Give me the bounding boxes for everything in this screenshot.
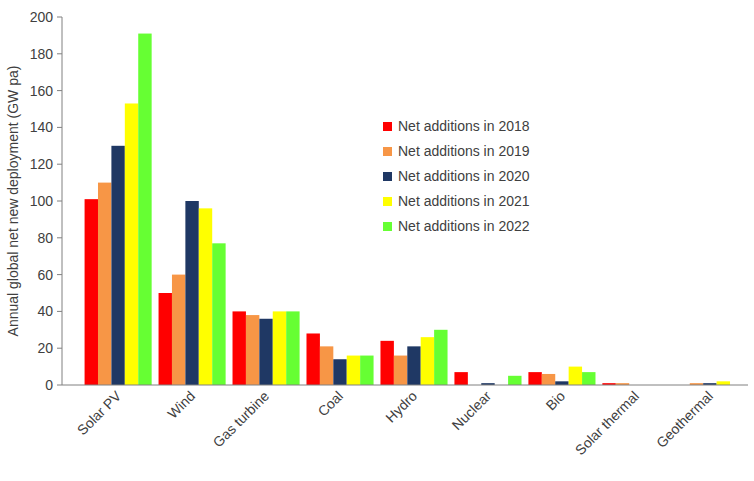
bar	[199, 208, 212, 385]
x-tick-label: Coal	[314, 388, 346, 420]
bar	[259, 319, 272, 385]
bar	[125, 103, 138, 385]
y-tick	[57, 164, 62, 165]
bar	[273, 311, 286, 385]
legend-label: Net additions in 2020	[398, 168, 530, 184]
bar	[212, 243, 225, 385]
y-tick	[57, 311, 62, 312]
y-tick	[57, 17, 62, 18]
legend-swatch	[383, 172, 392, 181]
legend-swatch	[383, 122, 392, 131]
y-tick	[57, 201, 62, 202]
bar	[159, 293, 172, 385]
bar	[172, 275, 185, 385]
y-tick	[57, 274, 62, 275]
bar	[454, 372, 467, 385]
x-tick-label: Solar thermal	[572, 388, 642, 458]
bar	[333, 359, 346, 385]
bar	[380, 341, 393, 385]
bar	[717, 381, 730, 385]
y-tick	[57, 237, 62, 238]
y-tick-label: 180	[30, 46, 54, 62]
bar	[347, 356, 360, 385]
y-tick-label: 80	[37, 230, 53, 246]
legend-swatch	[383, 222, 392, 231]
y-tick-label: 20	[37, 340, 53, 356]
bar	[569, 367, 582, 385]
bar	[185, 201, 198, 385]
bar	[111, 146, 124, 385]
x-tick-label: Solar PV	[74, 387, 125, 438]
x-tick-label: Geothermal	[653, 388, 716, 451]
legend-label: Net additions in 2021	[398, 193, 530, 209]
y-tick	[57, 385, 62, 386]
y-tick-label: 140	[30, 119, 54, 135]
x-tick-label: Wind	[164, 388, 198, 422]
x-tick-label: Hydro	[382, 388, 420, 426]
x-tick-label: Nuclear	[449, 388, 495, 434]
bar	[85, 199, 98, 385]
bar	[542, 374, 555, 385]
bar	[434, 330, 447, 385]
y-tick	[57, 53, 62, 54]
y-tick	[57, 90, 62, 91]
bars	[85, 34, 730, 385]
bar	[320, 346, 333, 385]
legend-label: Net additions in 2018	[398, 118, 530, 134]
bar	[394, 356, 407, 385]
legend-swatch	[383, 147, 392, 156]
bar	[421, 337, 434, 385]
bar	[407, 346, 420, 385]
bar	[582, 372, 595, 385]
y-tick	[57, 348, 62, 349]
x-tick-label: Bio	[542, 388, 568, 414]
legend-swatch	[383, 197, 392, 206]
legend: Net additions in 2018 Net additions in 20…	[383, 118, 530, 234]
y-axis-label: Annual global net new deployment (GW pa)	[5, 66, 21, 337]
bar	[286, 311, 299, 385]
y-tick-label: 100	[30, 193, 54, 209]
legend-label: Net additions in 2022	[398, 218, 530, 234]
bar	[233, 311, 246, 385]
bar	[98, 183, 111, 385]
bar	[246, 315, 259, 385]
y-tick-label: 0	[45, 377, 53, 393]
bar	[306, 333, 319, 385]
y-tick	[57, 127, 62, 128]
y-tick-label: 120	[30, 156, 54, 172]
y-tick-label: 200	[30, 9, 54, 25]
bar	[138, 34, 151, 385]
y-tick-label: 40	[37, 303, 53, 319]
bar	[360, 356, 373, 385]
x-tick-label: Gas turbine	[210, 388, 273, 451]
legend-label: Net additions in 2019	[398, 143, 530, 159]
chart: 0 20 40 60 80 100 120 140 160 180 200 Solar PV Wind G…	[0, 0, 754, 481]
y-tick-label: 160	[30, 83, 54, 99]
y-tick-label: 60	[37, 267, 53, 283]
bar	[528, 372, 541, 385]
bar	[555, 381, 568, 385]
bar	[508, 376, 521, 385]
x-axis	[62, 385, 748, 386]
